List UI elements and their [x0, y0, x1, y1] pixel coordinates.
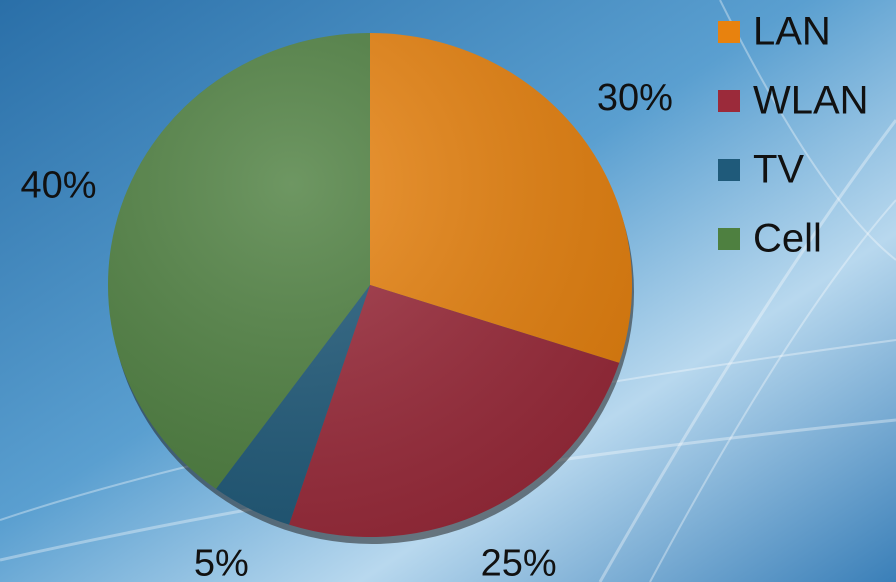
legend-swatch	[718, 228, 740, 250]
legend-label: LAN	[753, 10, 831, 54]
data-label: 30%	[597, 77, 673, 119]
chart: 30% 25% 5% 40% LAN WLAN TV Cell	[0, 0, 896, 582]
legend-swatch	[718, 90, 740, 112]
legend-swatch	[718, 159, 740, 181]
legend-label: TV	[753, 148, 804, 192]
legend-label: WLAN	[753, 79, 869, 123]
pie	[108, 33, 632, 537]
data-label: 40%	[20, 165, 96, 207]
data-label: 25%	[481, 543, 557, 582]
legend-label: Cell	[753, 217, 822, 261]
data-label: 5%	[194, 543, 249, 582]
legend-swatch	[718, 21, 740, 43]
